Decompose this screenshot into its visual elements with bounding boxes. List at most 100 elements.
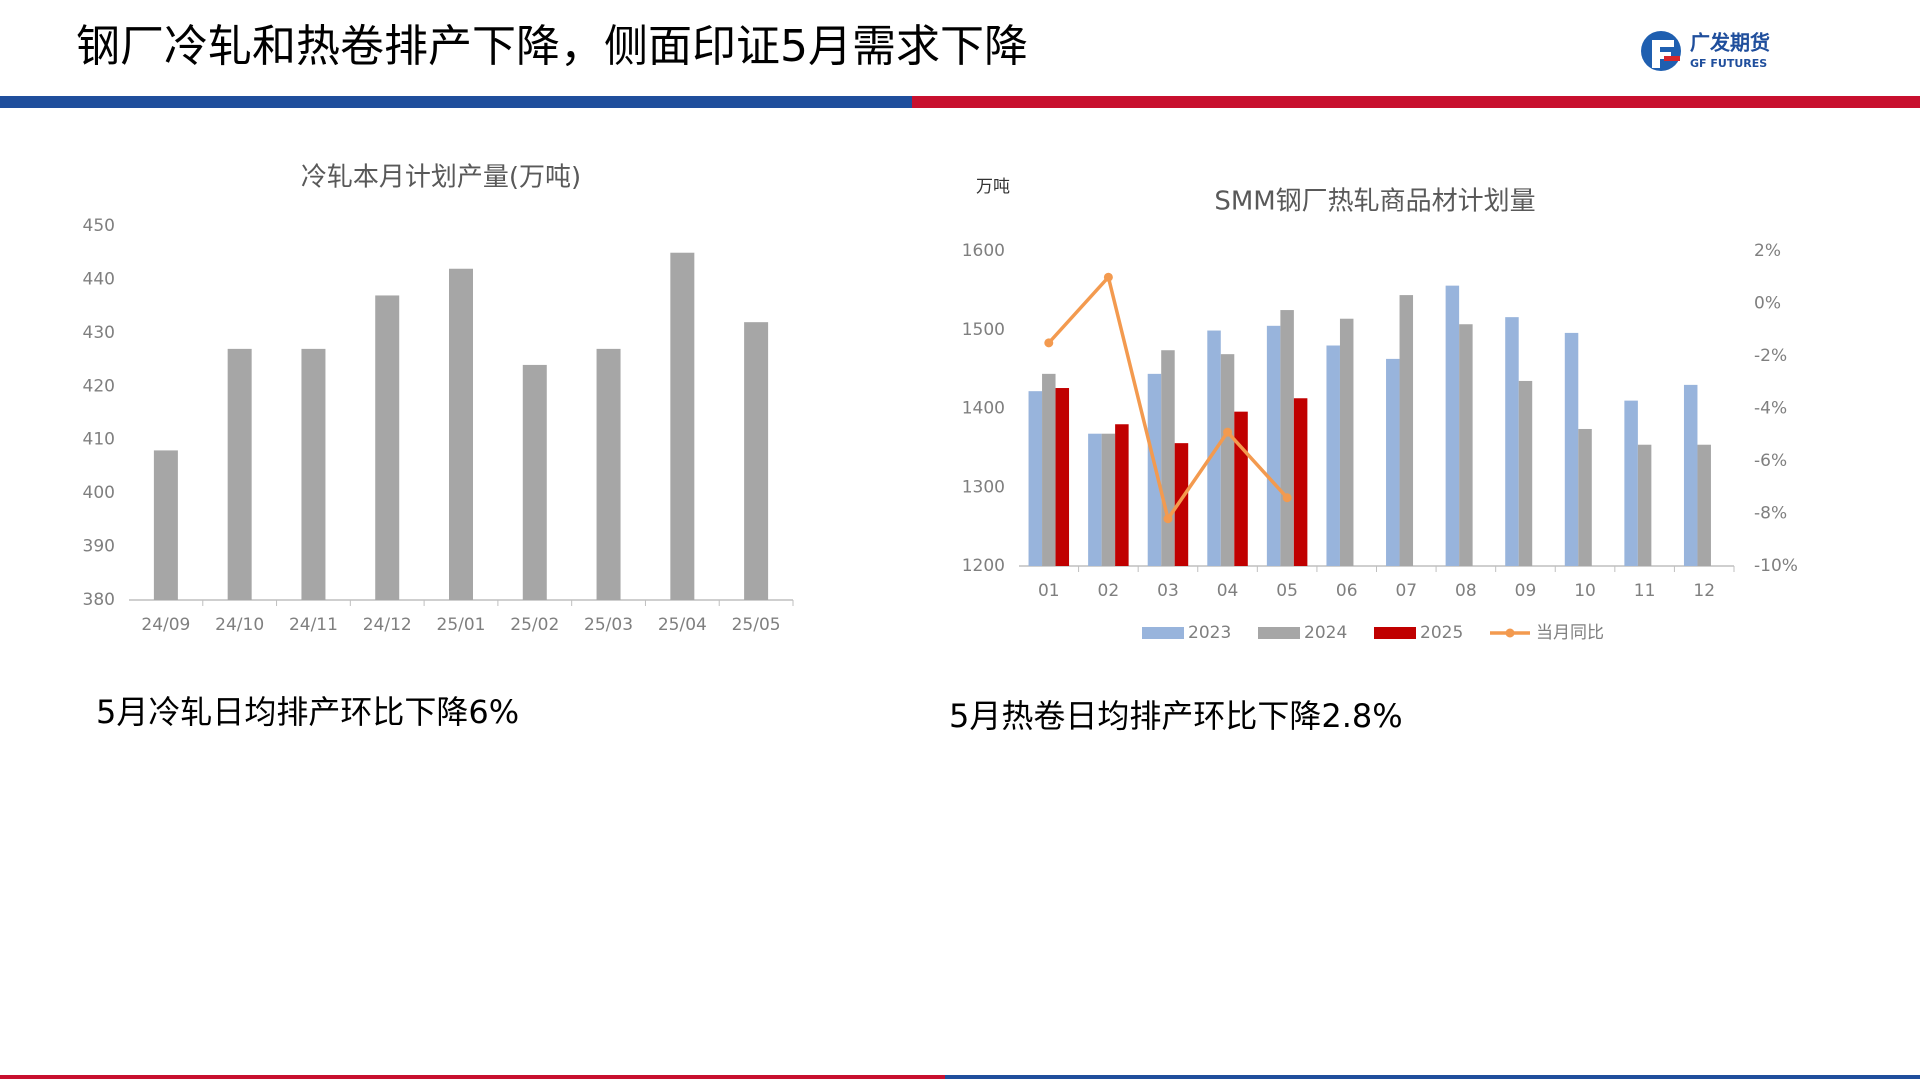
x-tick-label: 24/10 (215, 615, 264, 635)
x-tick-label: 02 (1098, 581, 1120, 601)
caption: 5月热卷日均排产环比下降2.8% (949, 697, 1403, 735)
bar (301, 348, 326, 600)
y2-tick-label: -2% (1754, 346, 1787, 366)
bar (1637, 444, 1652, 566)
header-bar-blue (0, 96, 912, 108)
y-tick-label: 450 (83, 216, 115, 236)
caption: 5月冷轧日均排产环比下降6% (96, 693, 519, 731)
bar (1697, 444, 1711, 566)
bar (1564, 332, 1579, 566)
line-point (1282, 493, 1292, 503)
bar (153, 450, 178, 600)
y2-tick-label: -4% (1754, 399, 1787, 419)
y-tick-label: 410 (83, 430, 115, 450)
bar (1220, 354, 1235, 566)
bar (596, 348, 621, 600)
bar (375, 295, 400, 600)
bar (744, 322, 769, 600)
x-tick-label: 25/04 (658, 615, 707, 635)
x-tick-label: 10 (1574, 581, 1596, 601)
x-tick-label: 25/01 (437, 615, 486, 635)
bar (1174, 443, 1189, 566)
y-tick-label: 1400 (962, 399, 1005, 419)
footer-bar-blue (945, 1075, 1920, 1079)
bar (1115, 424, 1129, 566)
y-tick-label: 1500 (962, 320, 1005, 340)
y-tick-label: 380 (83, 590, 115, 610)
x-tick-label: 25/03 (584, 615, 633, 635)
legend-label: 当月同比 (1536, 623, 1604, 643)
bar (1578, 428, 1592, 566)
bar (1505, 317, 1519, 566)
bar (1280, 310, 1294, 566)
logo-icon (1641, 31, 1681, 71)
x-tick-label: 25/05 (732, 615, 781, 635)
bar (670, 252, 695, 600)
logo-icon-bar (1664, 56, 1680, 61)
logo: 广发期货 GF FUTURES (1641, 31, 1770, 71)
bar (1293, 398, 1308, 566)
line-point (1103, 272, 1113, 282)
x-tick-label: 06 (1336, 581, 1358, 601)
x-tick-label: 08 (1455, 581, 1477, 601)
legend-label: 2024 (1304, 623, 1347, 643)
footer-bar-red (0, 1075, 945, 1079)
y2-tick-label: -10% (1754, 556, 1798, 576)
line-point (1163, 514, 1173, 524)
chart-title: 冷轧本月计划产量(万吨) (301, 163, 581, 193)
y2-tick-label: -6% (1754, 451, 1787, 471)
x-tick-label: 05 (1276, 581, 1298, 601)
x-tick-label: 07 (1395, 581, 1417, 601)
bar (1088, 433, 1102, 566)
bar (1399, 295, 1414, 566)
bar (1207, 330, 1221, 566)
y-tick-label: 1300 (962, 477, 1005, 497)
bar (1234, 411, 1248, 566)
x-tick-label: 24/12 (363, 615, 412, 635)
legend-swatch (1142, 627, 1184, 639)
bar (522, 364, 547, 600)
legend-label: 2023 (1188, 623, 1231, 643)
legend-swatch (1258, 627, 1300, 639)
y-tick-label: 430 (83, 323, 115, 343)
line-point (1223, 427, 1233, 437)
y-axis-label: 万吨 (976, 177, 1010, 197)
x-tick-label: 09 (1515, 581, 1537, 601)
bar (1683, 384, 1698, 566)
bar (1445, 285, 1460, 566)
logo-icon-f (1652, 40, 1674, 68)
logo-text: 广发期货 (1690, 31, 1770, 55)
slide-title: 钢厂冷轧和热卷排产下降，侧面印证5月需求下降 (76, 21, 1028, 72)
bar (1459, 324, 1473, 566)
y2-tick-label: 0% (1754, 294, 1781, 314)
y-tick-label: 1600 (962, 241, 1005, 261)
header-bar-red (912, 96, 1920, 108)
bar (1339, 318, 1354, 566)
y-tick-label: 1200 (962, 556, 1005, 576)
logo-subtext: GF FUTURES (1690, 57, 1767, 70)
bar (1101, 433, 1116, 566)
chart-title: SMM钢厂热轧商品材计划量 (1214, 187, 1535, 217)
x-tick-label: 03 (1157, 581, 1179, 601)
y2-tick-label: 2% (1754, 241, 1781, 261)
y-tick-label: 440 (83, 269, 115, 289)
bar (1518, 380, 1533, 566)
bar (1624, 400, 1638, 566)
bar (1386, 358, 1400, 566)
x-tick-label: 12 (1693, 581, 1715, 601)
x-tick-label: 25/02 (510, 615, 559, 635)
y2-tick-label: -8% (1754, 504, 1787, 524)
x-tick-label: 24/09 (141, 615, 190, 635)
bar (1266, 325, 1281, 566)
legend-swatch (1374, 627, 1416, 639)
y-tick-label: 390 (83, 537, 115, 557)
bar (1055, 388, 1070, 566)
x-tick-label: 01 (1038, 581, 1060, 601)
x-tick-label: 24/11 (289, 615, 338, 635)
bar (227, 348, 252, 600)
bar (1028, 391, 1043, 566)
y-tick-label: 420 (83, 376, 115, 396)
bar (449, 268, 473, 600)
bar (1326, 345, 1340, 566)
legend-swatch (1505, 628, 1515, 638)
